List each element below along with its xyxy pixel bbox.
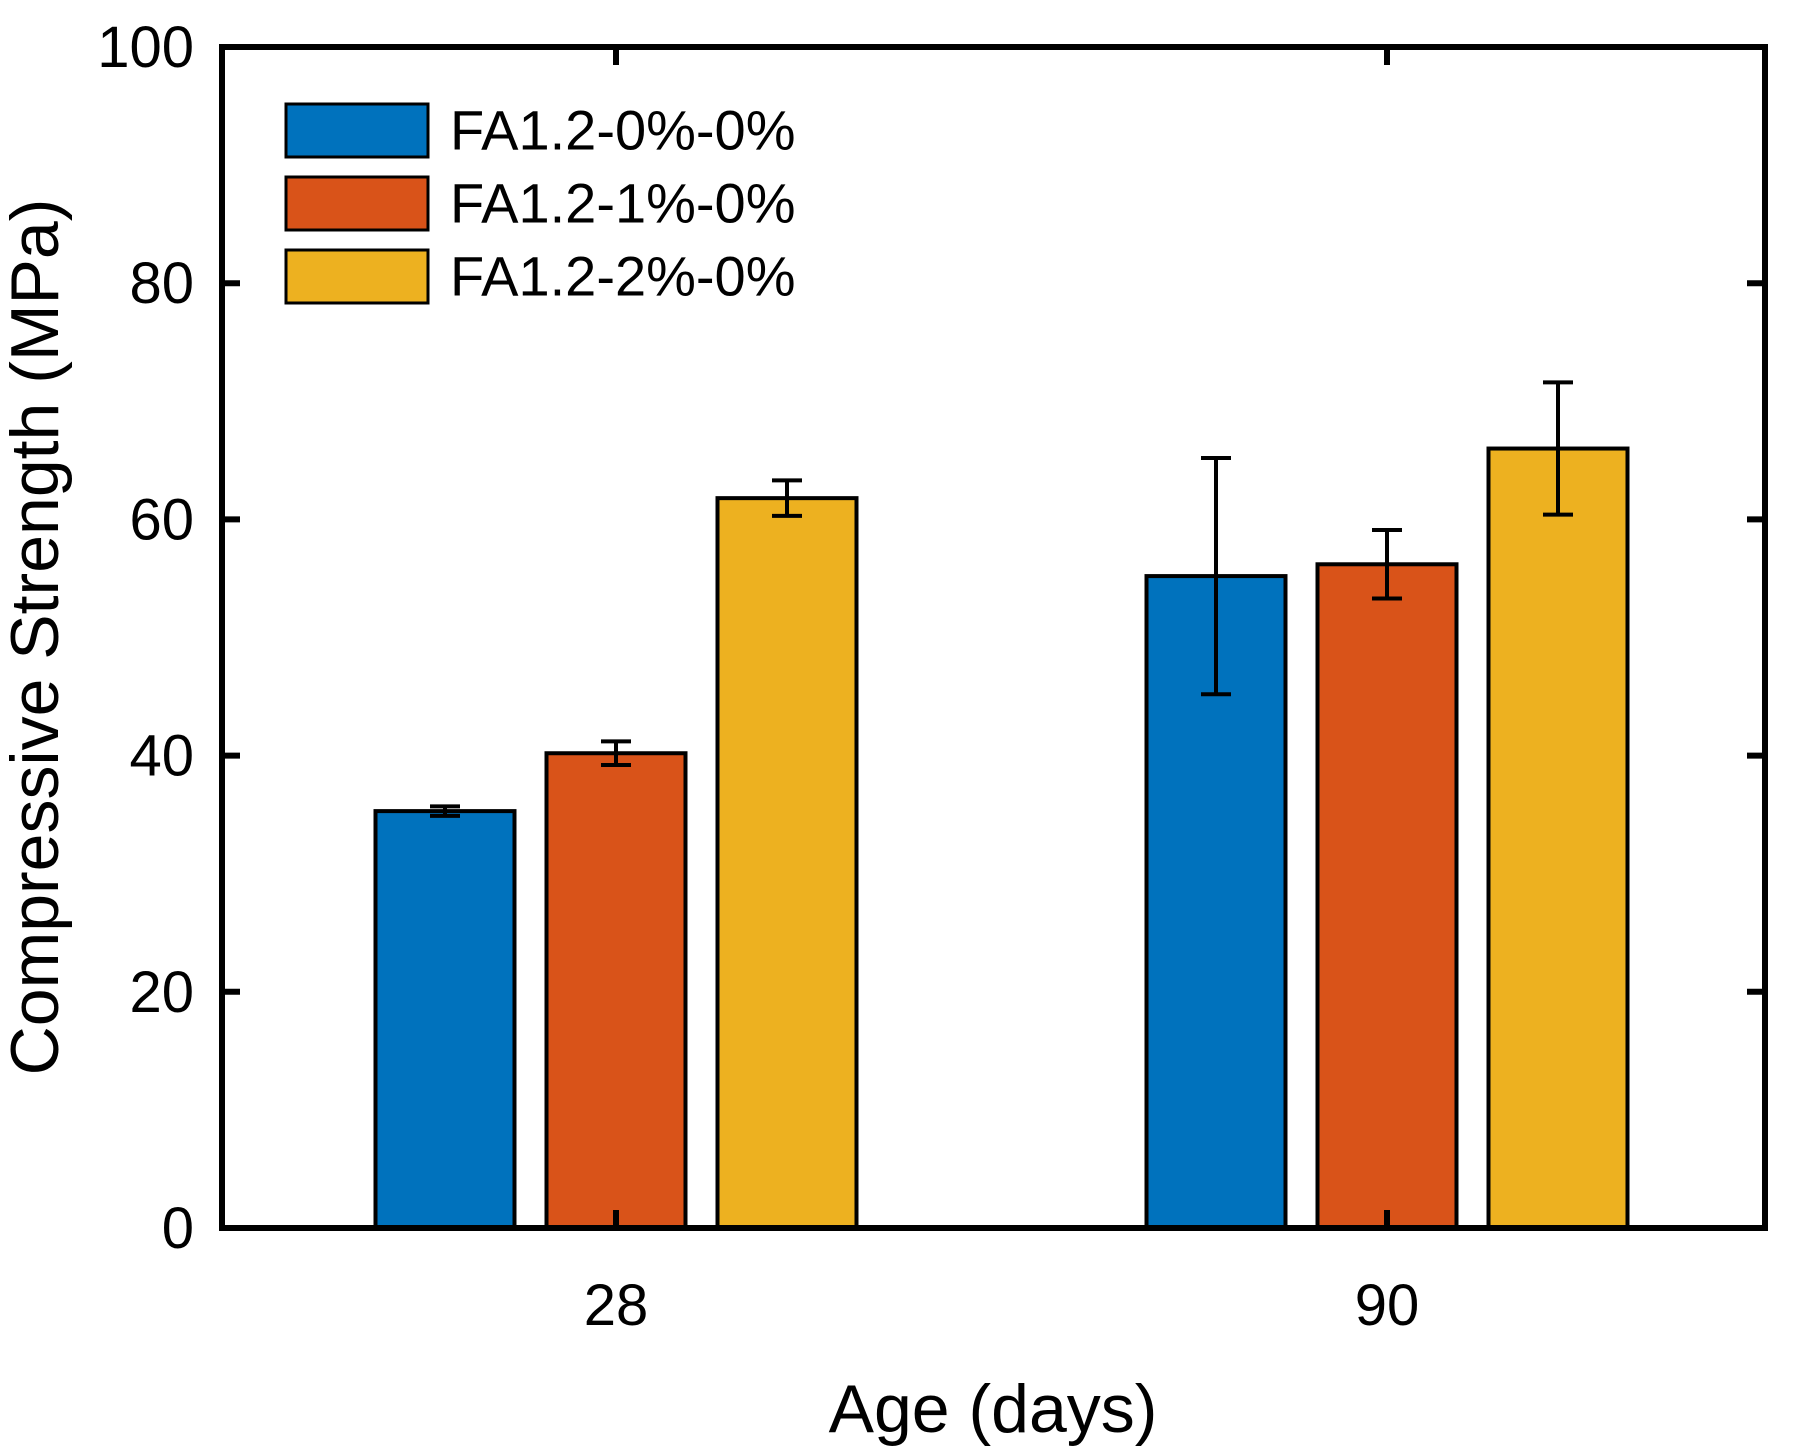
bars-group — [373, 446, 1630, 1231]
x-tick-label: 90 — [1355, 1273, 1420, 1338]
y-tick-label: 60 — [129, 487, 194, 552]
bar — [715, 496, 859, 1230]
y-axis-label: Compressive Strength (MPa) — [0, 199, 73, 1076]
legend: FA1.2-0%-0% FA1.2-1%-0% FA1.2-2%-0% — [284, 99, 796, 308]
y-tick-label: 0 — [162, 1196, 194, 1261]
error-bars-group — [430, 380, 1573, 818]
bar — [1486, 446, 1630, 1231]
x-tick-label: 28 — [584, 1273, 649, 1338]
legend-swatch — [284, 175, 430, 232]
legend-swatch — [284, 248, 430, 305]
bar — [1315, 562, 1459, 1230]
axes-group — [219, 44, 1768, 1231]
legend-label: FA1.2-0%-0% — [450, 99, 796, 162]
y-tick-label: 80 — [129, 251, 194, 316]
legend-label: FA1.2-1%-0% — [450, 172, 796, 235]
y-tick-label: 100 — [97, 15, 194, 80]
bar — [373, 809, 517, 1230]
legend-label: FA1.2-2%-0% — [450, 245, 796, 308]
y-tick-label: 40 — [129, 724, 194, 789]
tick-labels-group: 0 20 40 60 80 100 28 90 — [97, 15, 1419, 1338]
bar — [544, 751, 688, 1230]
legend-swatch — [284, 102, 430, 159]
plot-box — [219, 44, 1768, 1231]
x-axis-label: Age (days) — [829, 1371, 1158, 1447]
y-tick-label: 20 — [129, 960, 194, 1025]
